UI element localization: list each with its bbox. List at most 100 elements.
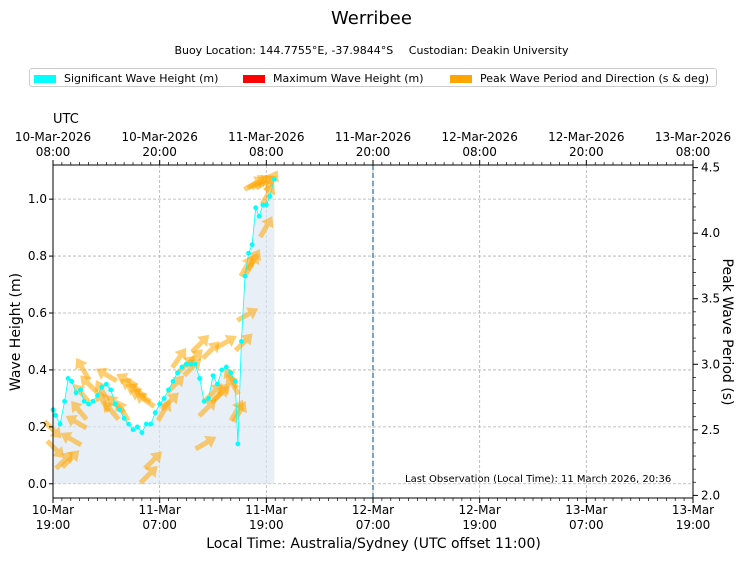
buoy-location: Buoy Location: 144.7755°E, -37.9844°S <box>174 44 394 57</box>
peak-period-arrow-shape <box>190 334 210 354</box>
x-top-tick-label-time: 20:00 <box>569 145 604 159</box>
significant-wave-height-points <box>50 176 277 447</box>
significant-wave-height-point <box>197 376 203 381</box>
significant-wave-height-point <box>206 395 211 401</box>
peak-period-arrow <box>95 367 118 383</box>
legend-swatch-cyan <box>34 74 56 83</box>
significant-wave-height-point <box>239 339 244 344</box>
x-tick-label-day: 13-Mar <box>565 503 607 517</box>
y2-tick-label: 3.5 <box>701 292 720 306</box>
axis-ticks: 10-Mar19:0011-Mar07:0011-Mar19:0012-Mar0… <box>15 130 731 532</box>
significant-wave-height-point <box>210 373 216 379</box>
significant-wave-height-point <box>117 407 123 413</box>
peak-period-arrow-shape <box>259 183 276 206</box>
significant-wave-height-point <box>228 370 234 376</box>
x-top-tick-label-date: 10-Mar-2026 <box>121 130 197 144</box>
x-top-tick-label-date: 10-Mar-2026 <box>15 130 91 144</box>
peak-period-arrow-shape <box>54 451 74 471</box>
peak-period-arrow-shape <box>258 216 274 239</box>
peak-period-arrow-shape <box>60 450 80 469</box>
significant-wave-height-point <box>73 390 79 396</box>
significant-wave-height-point <box>148 421 154 427</box>
chart-title: Werribee <box>331 8 412 29</box>
significant-wave-height-point <box>126 421 131 427</box>
x-tick-label-day: 12-Mar <box>352 503 394 517</box>
x-tick-label-day: 11-Mar <box>245 503 287 517</box>
peak-period-arrow <box>103 401 121 421</box>
peak-period-arrow <box>54 451 74 471</box>
wave-height-area <box>53 179 275 484</box>
peak-period-arrow <box>65 414 88 431</box>
significant-wave-height-point <box>152 410 158 416</box>
x-top-tick-label-date: 11-Mar-2026 <box>335 130 411 144</box>
peak-period-arrow <box>138 465 158 485</box>
significant-wave-height-point <box>267 193 273 199</box>
peak-period-arrow <box>254 174 277 191</box>
x-top-tick-label-time: 20:00 <box>142 145 177 159</box>
significant-wave-height-point <box>112 401 118 407</box>
peak-period-arrow <box>236 307 259 323</box>
x-tick-label-time: 19:00 <box>676 518 711 532</box>
legend-item-maximum: Maximum Wave Height (m) <box>243 72 424 85</box>
x-tick-label-time: 07:00 <box>356 518 391 532</box>
significant-wave-height-point <box>86 401 91 407</box>
significant-wave-height-point <box>242 273 248 279</box>
peak-period-arrow-shape <box>115 399 131 422</box>
significant-wave-height-point <box>263 202 269 208</box>
y-tick-label: 0.8 <box>28 249 47 263</box>
significant-wave-height-point <box>249 242 255 248</box>
significant-wave-height-point <box>139 430 145 435</box>
significant-wave-height-point <box>108 387 114 393</box>
significant-wave-height-point <box>121 415 127 421</box>
peak-period-arrow-shape <box>143 451 162 471</box>
significant-wave-height-point <box>246 250 251 256</box>
x-top-tick-label-time: 08:00 <box>462 145 497 159</box>
peak-period-arrow <box>73 383 92 404</box>
significant-wave-height-point <box>78 387 83 393</box>
peak-period-arrow <box>42 419 62 439</box>
significant-wave-height-point <box>223 364 229 370</box>
peak-period-arrow <box>170 347 187 369</box>
peak-period-arrow-shape <box>236 307 259 323</box>
significant-wave-height-point <box>53 413 59 418</box>
significant-wave-height-point <box>179 364 185 370</box>
legend-swatch-red <box>243 74 265 83</box>
peak-period-arrow-shape <box>80 375 99 395</box>
peak-period-arrow-shape <box>45 439 65 458</box>
significant-wave-height-point <box>183 361 189 367</box>
significant-wave-height-point <box>235 441 241 447</box>
legend-label: Maximum Wave Height (m) <box>273 72 424 85</box>
peak-period-arrow-shape <box>254 174 277 191</box>
x-tick-label-day: 13-Mar <box>672 503 714 517</box>
peak-period-arrow <box>225 373 241 396</box>
peak-period-arrow-shape <box>197 399 217 418</box>
peak-period-arrow <box>190 334 210 354</box>
significant-wave-height-point <box>170 378 176 384</box>
y-tick-label: 0.6 <box>28 306 47 320</box>
significant-wave-height-point <box>57 421 63 427</box>
x-tick-label-time: 07:00 <box>142 518 177 532</box>
x-top-tick-label-time: 20:00 <box>356 145 391 159</box>
significant-wave-height-point <box>161 395 167 401</box>
peak-period-arrow-shape <box>71 401 89 421</box>
peak-period-arrow <box>258 216 274 239</box>
significant-wave-height-point <box>215 381 220 387</box>
x-top-tick-label-date: 12-Mar-2026 <box>548 130 624 144</box>
x-tick-label-day: 11-Mar <box>139 503 181 517</box>
x-top-tick-label-date: 13-Mar-2026 <box>655 130 731 144</box>
y-tick-label: 0.4 <box>28 363 47 377</box>
significant-wave-height-point <box>135 424 140 430</box>
x-tick-label-day: 10-Mar <box>32 503 74 517</box>
significant-wave-height-point <box>188 361 194 367</box>
significant-wave-height-point <box>143 421 149 427</box>
peak-period-arrow <box>80 375 99 395</box>
x-top-tick-label-date: 12-Mar-2026 <box>441 130 517 144</box>
peak-period-arrow-shape <box>160 392 179 412</box>
y-tick-label: 0.0 <box>28 477 47 491</box>
x-tick-label-time: 19:00 <box>462 518 497 532</box>
x-tick-label-time: 07:00 <box>569 518 604 532</box>
x-top-tick-label-date: 11-Mar-2026 <box>228 130 304 144</box>
peak-period-arrow-shape <box>42 419 62 439</box>
x-tick-label-day: 12-Mar <box>459 503 501 517</box>
